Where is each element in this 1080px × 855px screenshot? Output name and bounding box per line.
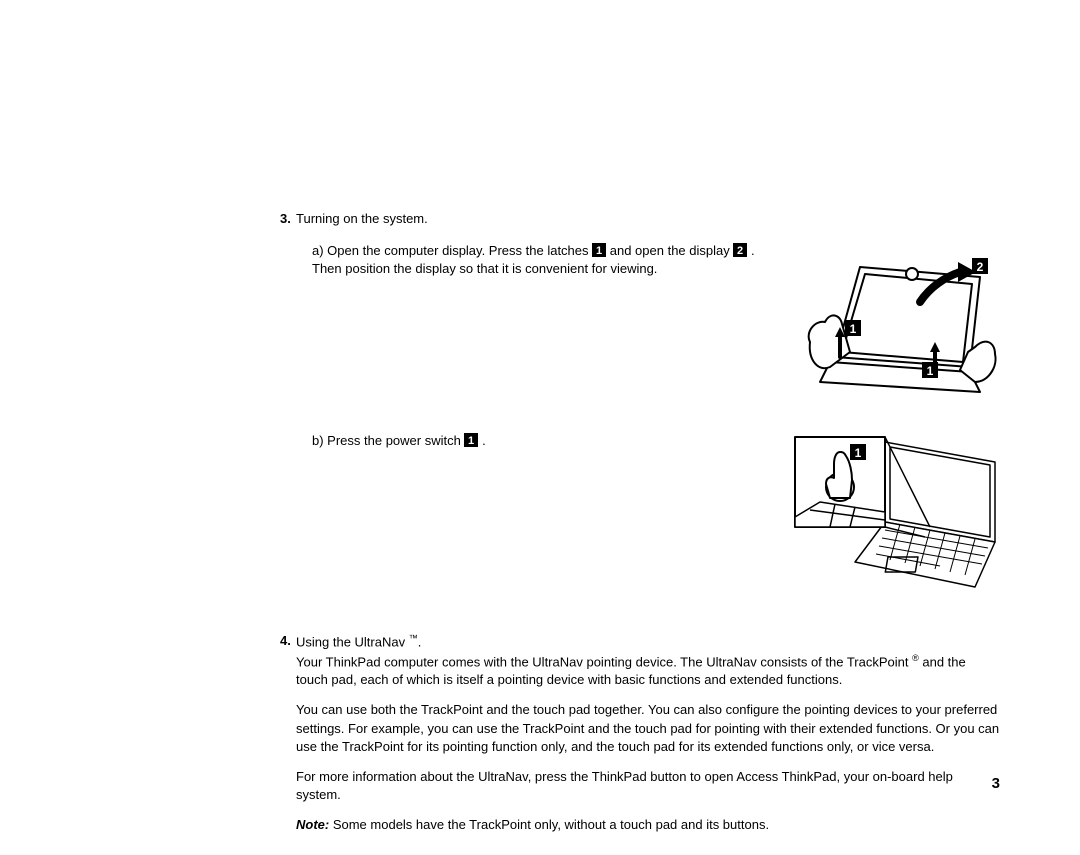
illustration-open-display: 1 1 2 — [800, 242, 1000, 402]
note-text: Some models have the TrackPoint only, wi… — [329, 817, 769, 832]
svg-text:2: 2 — [977, 260, 984, 274]
callout-1-inline-icon: 1 — [592, 243, 606, 257]
note-label: Note: — [296, 817, 329, 832]
step-3b-prefix: b) Press the power switch — [312, 433, 464, 448]
step-3-body: Turning on the system. a) Open the compu… — [296, 210, 1000, 592]
step-3b: b) Press the power switch 1 . — [296, 432, 1000, 592]
document-page: 3. Turning on the system. a) Open the co… — [0, 0, 1080, 834]
step-4: 4. Using the UltraNav ™. Your ThinkPad c… — [280, 632, 1000, 846]
illustration-power-switch: 1 — [790, 432, 1000, 592]
page-number: 3 — [992, 773, 1000, 794]
step-3a-text: a) Open the computer display. Press the … — [312, 242, 800, 278]
step-4-body: Using the UltraNav ™. Your ThinkPad comp… — [296, 632, 1000, 846]
svg-text:1: 1 — [855, 446, 862, 460]
step-4-p2: You can use both the TrackPoint and the … — [296, 701, 1000, 756]
step-3-title: Turning on the system. — [296, 211, 428, 226]
callout-2-inline-icon: 2 — [733, 243, 747, 257]
page-content: 3. Turning on the system. a) Open the co… — [280, 210, 1000, 855]
step-4-title-suffix: . — [418, 635, 422, 650]
step-3a: a) Open the computer display. Press the … — [296, 242, 1000, 402]
trademark-symbol: ™ — [409, 633, 418, 643]
power-switch-svg-icon: 1 — [790, 432, 1000, 592]
step-3b-text: b) Press the power switch 1 . — [312, 432, 790, 450]
svg-text:1: 1 — [468, 435, 474, 447]
step-4-p1-prefix: Your ThinkPad computer comes with the Ul… — [296, 654, 912, 669]
svg-text:1: 1 — [850, 322, 857, 336]
svg-text:2: 2 — [737, 245, 743, 257]
step-3-number: 3. — [280, 210, 296, 228]
step-3a-mid: and open the display — [610, 243, 734, 258]
registered-symbol: ® — [912, 653, 919, 663]
callout-1-inline-b-icon: 1 — [464, 433, 478, 447]
svg-text:1: 1 — [927, 364, 934, 378]
open-display-svg-icon: 1 1 2 — [800, 242, 1000, 402]
step-3b-row: b) Press the power switch 1 . — [312, 432, 1000, 592]
step-3a-prefix: a) Open the computer display. Press the … — [312, 243, 592, 258]
step-4-p3: For more information about the UltraNav,… — [296, 768, 1000, 804]
step-3b-suffix: . — [482, 433, 486, 448]
step-3: 3. Turning on the system. a) Open the co… — [280, 210, 1000, 592]
step-4-note: Note: Some models have the TrackPoint on… — [296, 816, 1000, 834]
svg-text:1: 1 — [596, 245, 602, 257]
step-4-number: 4. — [280, 632, 296, 650]
step-4-p1: Your ThinkPad computer comes with the Ul… — [296, 652, 1000, 690]
step-4-title-prefix: Using the UltraNav — [296, 635, 409, 650]
step-3a-row: a) Open the computer display. Press the … — [312, 242, 1000, 402]
